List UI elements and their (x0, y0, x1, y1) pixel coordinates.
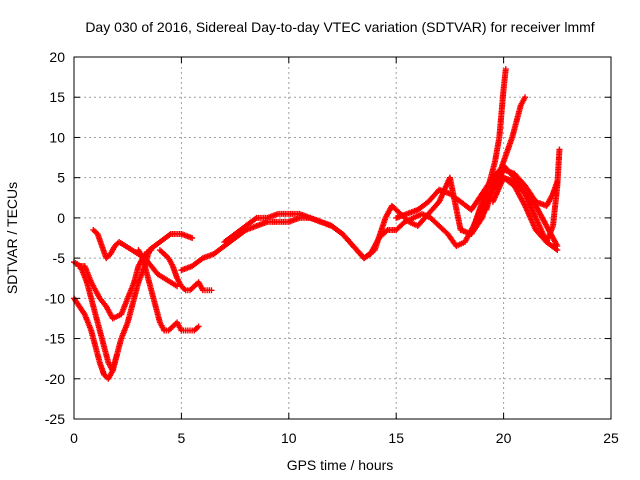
x-tick-label: 15 (388, 430, 404, 446)
data-series-arc-6 (156, 247, 215, 294)
data-point (208, 287, 215, 294)
data-point (522, 94, 529, 101)
data-point (556, 146, 563, 153)
data-point-interp (383, 228, 390, 235)
y-tick-label: -10 (45, 290, 65, 306)
data-point (195, 323, 202, 330)
y-tick-label: 10 (49, 129, 65, 145)
x-tick-label: 5 (178, 430, 186, 446)
grid-lines (74, 57, 611, 419)
data-point (502, 66, 509, 73)
data-point (554, 243, 561, 250)
y-tick-label: 0 (57, 210, 65, 226)
data-series-arc-11 (483, 94, 529, 213)
data-series-arc-12 (489, 146, 563, 246)
x-axis-label: GPS time / hours (287, 457, 394, 473)
y-tick-label: 15 (49, 89, 65, 105)
axis-ticks: 0 5 10 15 20 25 -25 -20 -15 -10 -5 0 5 10 15 20 (45, 49, 619, 446)
data-series-arc-3 (75, 247, 155, 322)
data-point (113, 351, 120, 358)
y-tick-label: -15 (45, 331, 65, 347)
data-point (148, 247, 155, 254)
x-tick-label: 25 (603, 430, 619, 446)
y-tick-label: -20 (45, 371, 65, 387)
y-axis-label: SDTVAR / TECUs (4, 182, 20, 294)
y-tick-label: -5 (53, 250, 66, 266)
data-point (189, 235, 196, 241)
data-series-arc-10 (468, 66, 509, 237)
y-tick-label: 20 (49, 49, 65, 65)
x-tick-label: 20 (496, 430, 512, 446)
data-series-arc-5 (135, 247, 202, 334)
y-tick-label: 5 (57, 170, 65, 186)
chart-title: Day 030 of 2016, Sidereal Day-to-day VTE… (85, 19, 594, 35)
plot-frame (73, 56, 612, 420)
x-tick-label: 10 (281, 430, 297, 446)
data-points (71, 66, 563, 382)
data-series-arc-2 (71, 259, 120, 374)
x-tick-label: 0 (70, 430, 78, 446)
y-tick-label: -25 (45, 411, 65, 427)
